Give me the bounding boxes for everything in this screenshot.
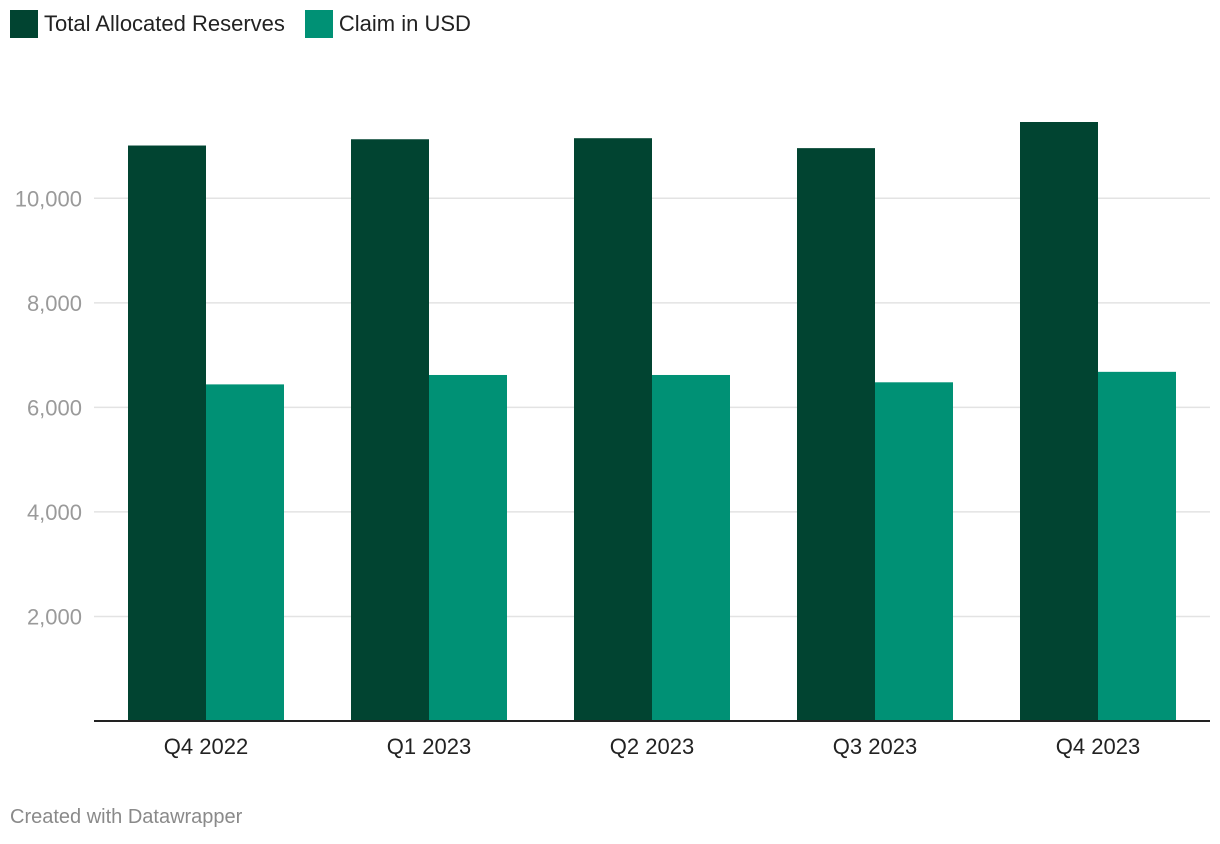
bar-claim-in-usd [1098,372,1176,721]
bar-total-allocated-reserves [351,139,429,721]
y-tick-label: 6,000 [27,395,82,420]
bar-claim-in-usd [206,384,284,721]
y-tick-label: 10,000 [15,186,82,211]
x-tick-label: Q2 2023 [610,734,694,759]
bar-claim-in-usd [652,375,730,721]
bar-total-allocated-reserves [1020,122,1098,721]
x-tick-label: Q4 2022 [164,734,248,759]
y-tick-label: 2,000 [27,604,82,629]
bar-chart: 2,000 4,000 6,000 8,000 10,000 Q4 2022 Q1 2023… [0,0,1220,790]
x-tick-label: Q1 2023 [387,734,471,759]
bar-claim-in-usd [429,375,507,721]
x-tick-label: Q4 2023 [1056,734,1140,759]
x-tick-label: Q3 2023 [833,734,917,759]
y-tick-label: 8,000 [27,291,82,316]
bar-total-allocated-reserves [574,138,652,721]
footer-credit: Created with Datawrapper [10,806,242,829]
bar-claim-in-usd [875,382,953,721]
bar-total-allocated-reserves [797,148,875,721]
y-tick-label: 4,000 [27,500,82,525]
bar-total-allocated-reserves [128,146,206,721]
